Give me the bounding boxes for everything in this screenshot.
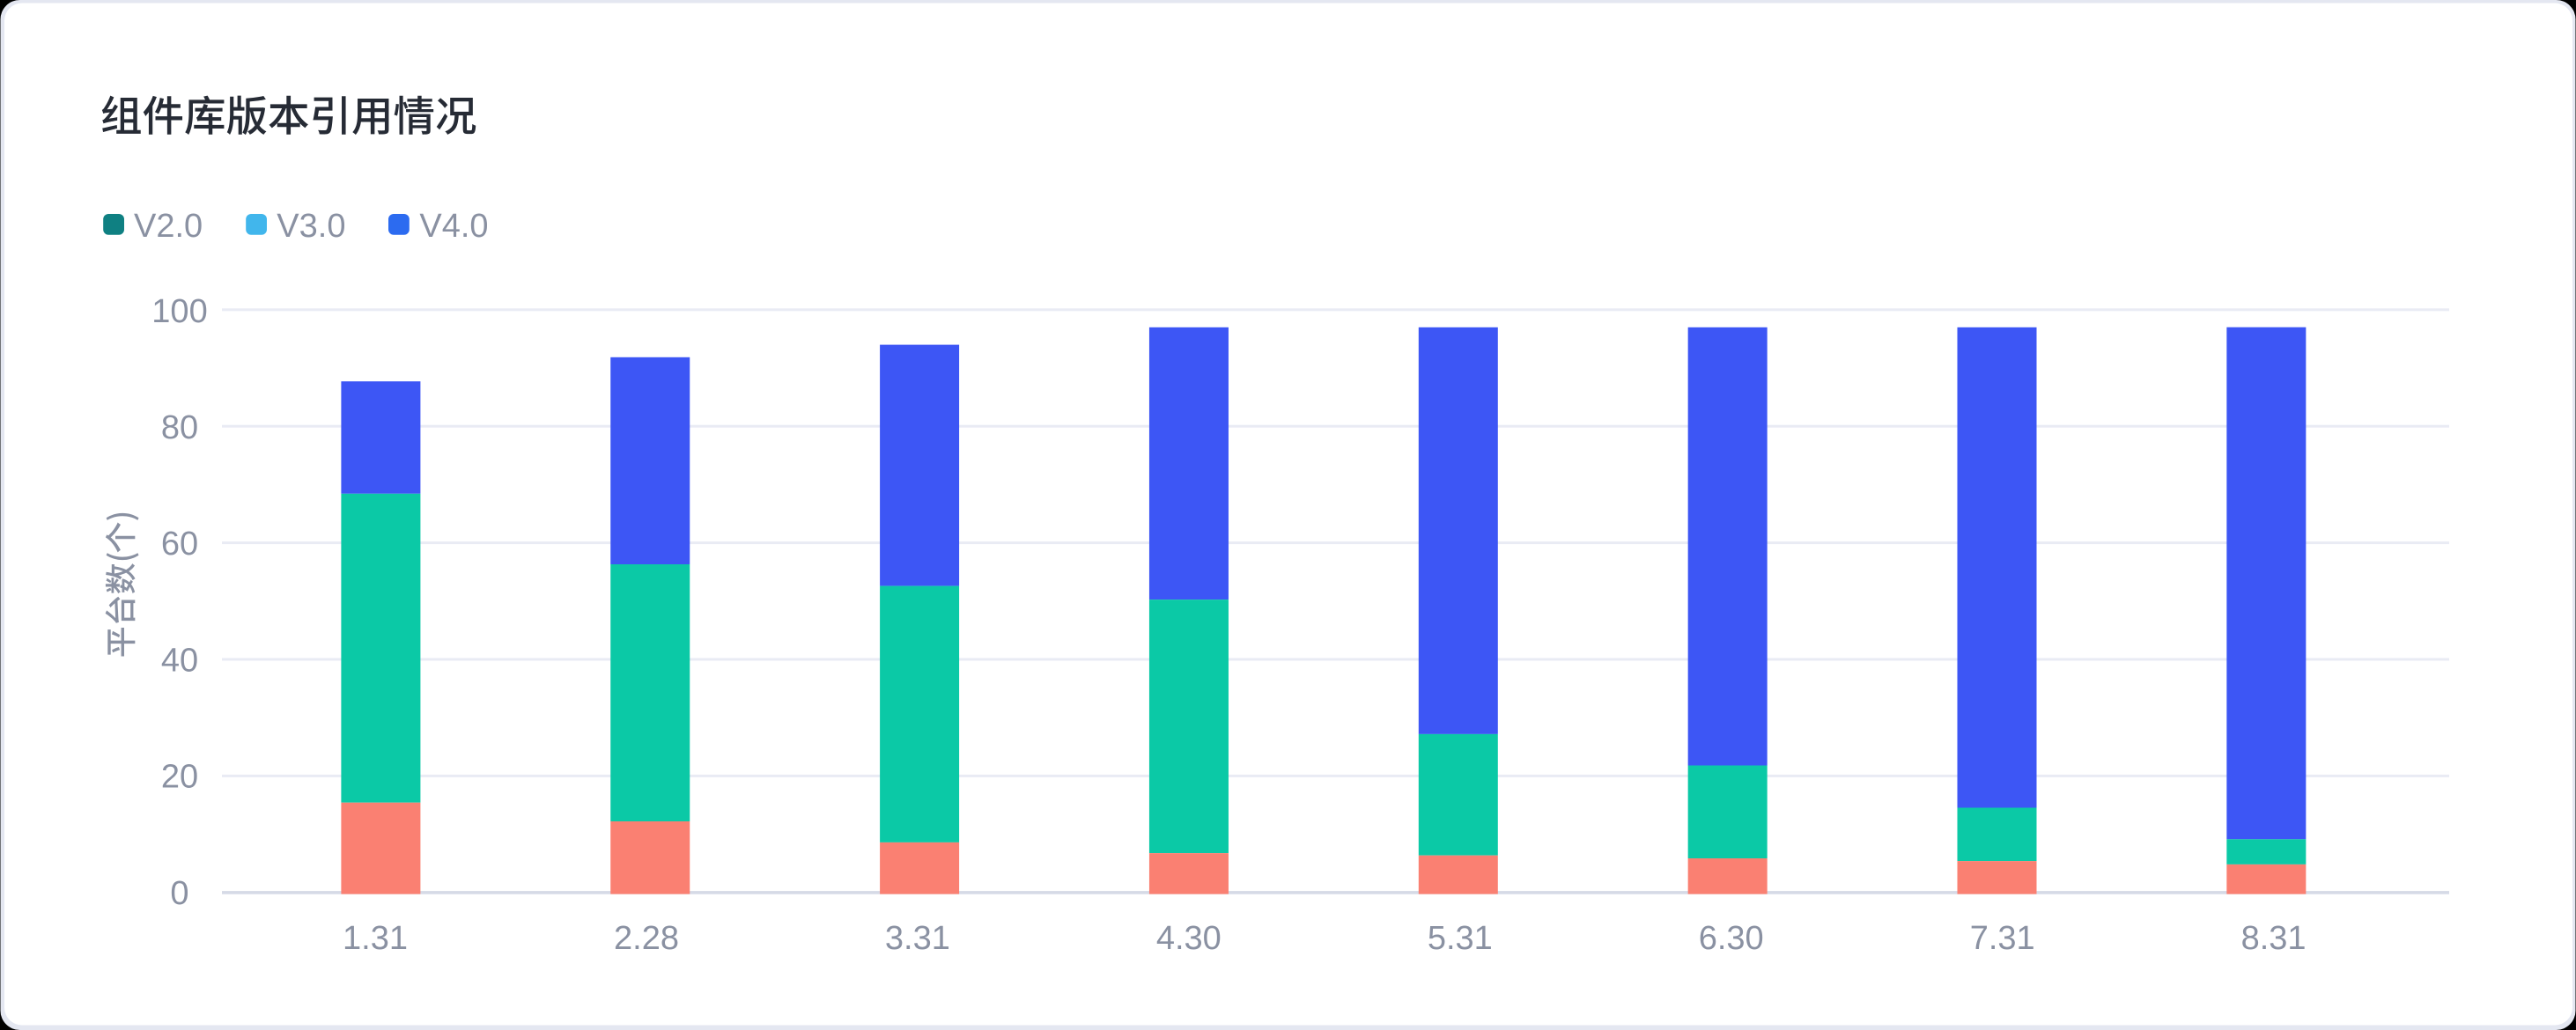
- svg-text:40: 40: [161, 642, 198, 679]
- svg-text:0: 0: [170, 875, 188, 912]
- svg-text:1.31: 1.31: [343, 920, 408, 957]
- svg-text:20: 20: [161, 759, 198, 796]
- svg-text:2.28: 2.28: [614, 920, 679, 957]
- svg-text:3.31: 3.31: [885, 920, 950, 957]
- svg-text:80: 80: [161, 409, 198, 446]
- svg-text:V3.0: V3.0: [277, 208, 345, 245]
- svg-text:6.30: 6.30: [1699, 920, 1764, 957]
- svg-text:V4.0: V4.0: [419, 208, 488, 245]
- svg-text:V2.0: V2.0: [134, 208, 203, 245]
- svg-text:60: 60: [161, 526, 198, 563]
- svg-text:100: 100: [151, 293, 207, 330]
- svg-text:8.31: 8.31: [2241, 920, 2307, 957]
- svg-text:5.31: 5.31: [1428, 920, 1493, 957]
- svg-text:4.30: 4.30: [1156, 920, 1222, 957]
- svg-text:7.31: 7.31: [1970, 920, 2035, 957]
